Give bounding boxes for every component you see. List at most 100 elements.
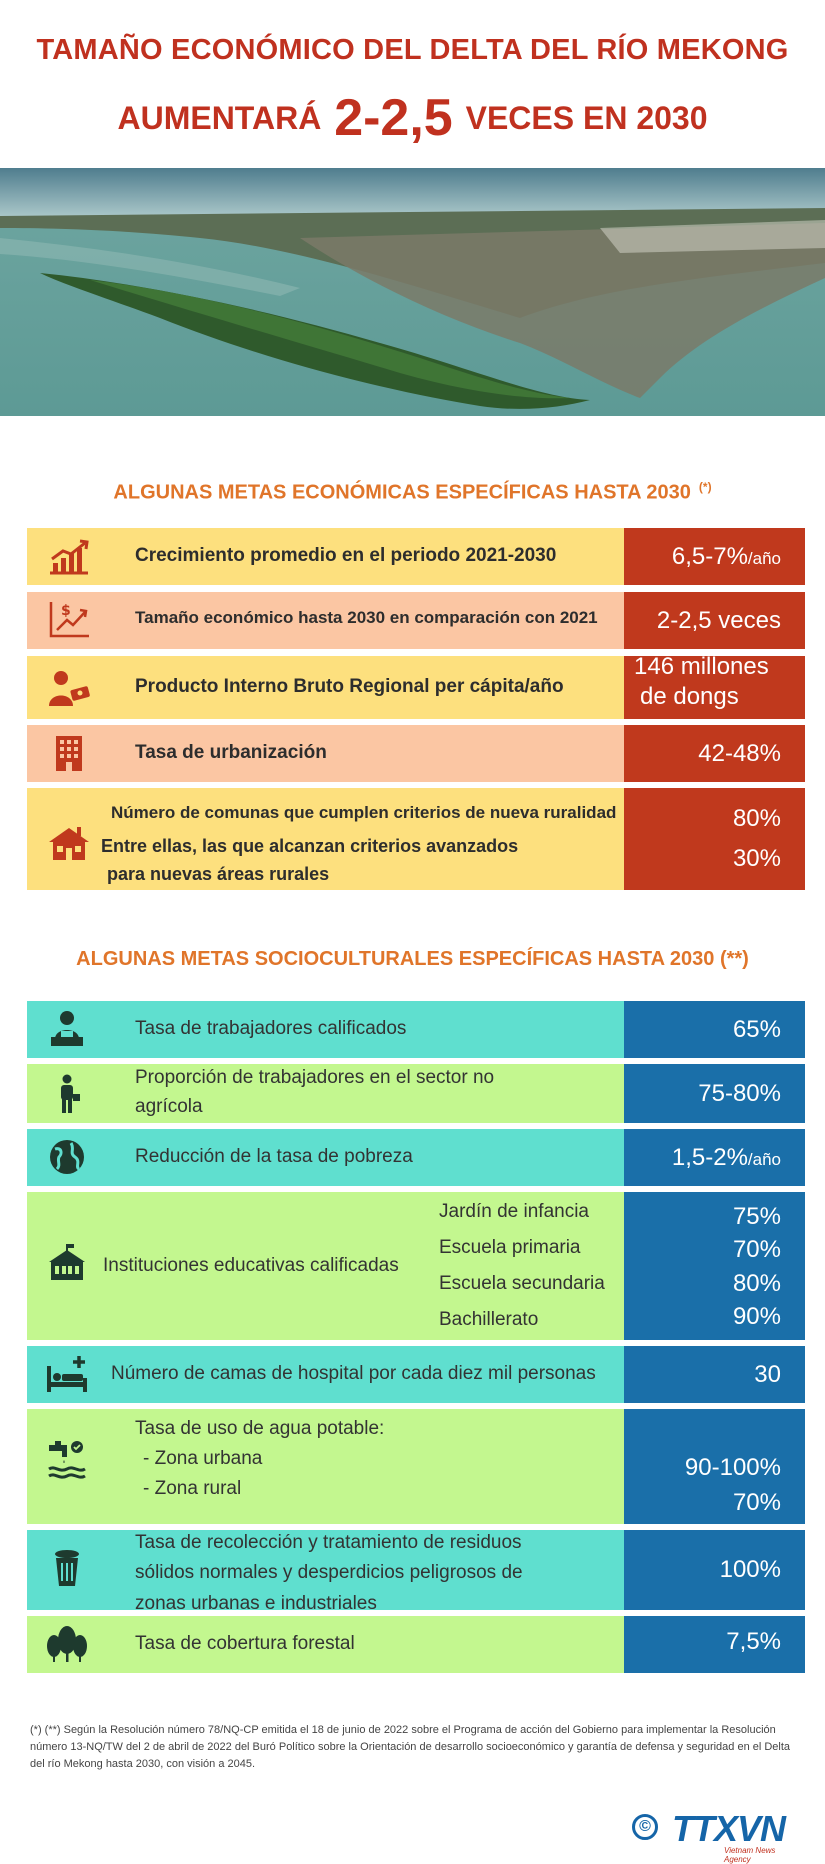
soc-value-hospital: 30 <box>754 1361 781 1388</box>
econ-row-size: $ Tamaño económico hasta 2030 en compara… <box>27 592 805 649</box>
soc-value-nonagri: 75-80% <box>698 1080 781 1107</box>
econ-label-urbanization: Tasa de urbanización <box>135 742 327 763</box>
soc-value-cell: 75% 70% 80% 90% <box>624 1192 805 1340</box>
econ-row-label-bg: Crecimiento promedio en el periodo 2021-… <box>27 528 624 585</box>
econ-label-rural: Número de comunas que cumplen criterios … <box>111 803 617 822</box>
svg-text:$: $ <box>61 603 71 619</box>
soc-label-water-urban: - Zona urbana <box>143 1448 263 1469</box>
econ-row-rural: Número de comunas que cumplen criterios … <box>27 788 805 890</box>
econ-label-gdp: Producto Interno Bruto Regional per cápi… <box>135 676 564 697</box>
soc-row-hospital: Número de camas de hospital por cada die… <box>27 1346 805 1403</box>
copyright-icon: © <box>632 1814 658 1840</box>
soc-label-forest: Tasa de cobertura forestal <box>135 1633 355 1654</box>
soc-label-waste: Tasa de recolección y tratamiento de res… <box>135 1532 523 1614</box>
social-section-title: ALGUNAS METAS SOCIOCULTURALES ESPECÍFICA… <box>76 948 749 970</box>
economic-section-title-text: ALGUNAS METAS ECONÓMICAS ESPECÍFICAS HAS… <box>113 481 691 504</box>
trash-bin-icon <box>45 1548 89 1588</box>
econ-label-advanced-rural: Entre ellas, las que alcanzan criterios … <box>101 836 519 884</box>
soc-value-cell: 1,5-2%/año <box>624 1129 805 1186</box>
money-chart-icon: $ <box>47 600 91 640</box>
soc-row-water: Tasa de uso de agua potable: - Zona urba… <box>27 1409 805 1524</box>
soc-value-cell: 30 <box>624 1346 805 1403</box>
hospital-bed-icon <box>45 1354 89 1394</box>
soc-row-label-bg: Número de camas de hospital por cada die… <box>27 1346 624 1403</box>
econ-value-size: 2-2,5 veces <box>656 607 781 634</box>
econ-value-cell: 42-48% <box>624 725 805 782</box>
econ-value-cell: 2-2,5 veces <box>624 592 805 649</box>
soc-row-label-bg: Instituciones educativas calificadas Jar… <box>27 1192 624 1340</box>
econ-row-label-bg: Tasa de urbanización <box>27 725 624 782</box>
soc-row-label-bg: Tasa de cobertura forestal <box>27 1616 624 1673</box>
soc-value-water-rural: 70% <box>732 1489 781 1516</box>
soc-row-label-bg: Proporción de trabajadores en el sector … <box>27 1064 624 1123</box>
econ-value-cell: 146 millones de dongs <box>624 653 805 719</box>
edu-item-kindergarten: Jardín de infancia <box>439 1201 589 1222</box>
edu-value-primary: 70% <box>732 1236 781 1263</box>
soc-row-poverty: Reducción de la tasa de pobreza 1,5-2%/a… <box>27 1129 805 1186</box>
soc-label-hospital: Número de camas de hospital por cada die… <box>111 1363 596 1384</box>
soc-row-label-bg: Reducción de la tasa de pobreza <box>27 1129 624 1186</box>
soc-value-water-urban: 90-100% <box>684 1454 781 1481</box>
title-suffix: VECES EN 2030 <box>465 100 708 136</box>
building-icon <box>47 733 91 773</box>
growth-chart-icon <box>47 537 91 577</box>
title-prefix: AUMENTARÁ <box>117 100 322 136</box>
econ-label-size: Tamaño económico hasta 2030 en comparaci… <box>135 608 598 627</box>
soc-value-cell: 75-80% <box>624 1064 805 1123</box>
edu-item-highschool: Bachillerato <box>439 1309 539 1330</box>
econ-value-rural: 80% <box>732 805 781 832</box>
soc-row-forest: Tasa de cobertura forestal 7,5% <box>27 1616 805 1673</box>
person-money-icon <box>47 668 91 708</box>
econ-value-growth: 6,5-7%/año <box>671 543 781 570</box>
econ-value-advanced-rural: 30% <box>732 845 781 872</box>
econ-row-urbanization: Tasa de urbanización 42-48% <box>27 725 805 782</box>
soc-row-waste: Tasa de recolección y tratamiento de res… <box>27 1530 805 1614</box>
econ-row-label-bg: Número de comunas que cumplen criterios … <box>27 788 624 890</box>
soc-value-cell: 100% <box>624 1530 805 1610</box>
econ-value-gdp: 146 millones de dongs <box>634 653 769 710</box>
soc-value-cell: 65% <box>624 1001 805 1058</box>
house-icon <box>47 822 91 862</box>
edu-value-highschool: 90% <box>732 1303 781 1330</box>
soc-row-label-bg: Tasa de trabajadores calificados <box>27 1001 624 1058</box>
soc-label-water: Tasa de uso de agua potable: <box>135 1418 385 1439</box>
school-icon <box>45 1244 89 1284</box>
soc-row-label-bg: Tasa de uso de agua potable: - Zona urba… <box>27 1409 624 1524</box>
logo-text: TTXVN <box>672 1808 786 1849</box>
soc-label-water-rural: - Zona rural <box>143 1478 242 1499</box>
soc-label-poverty: Reducción de la tasa de pobreza <box>135 1146 413 1167</box>
soc-value-waste: 100% <box>719 1556 781 1583</box>
soc-value-cell: 90-100% 70% <box>624 1409 805 1524</box>
title-highlight: 2-2,5 <box>334 89 453 147</box>
footnote: (*) (**) Según la Resolución número 78/N… <box>30 1724 791 1771</box>
econ-label-growth: Crecimiento promedio en el periodo 2021-… <box>135 545 557 566</box>
econ-row-label-bg: $ Tamaño económico hasta 2030 en compara… <box>27 592 624 649</box>
soc-row-skilled: Tasa de trabajadores calificados 65% <box>27 1001 805 1058</box>
econ-value-cell: 80% 30% <box>624 788 805 890</box>
soc-value-forest: 7,5% <box>726 1628 781 1655</box>
edu-item-primary: Escuela primaria <box>439 1237 581 1258</box>
main-title-line2: AUMENTARÁ 2-2,5 VECES EN 2030 <box>0 88 825 148</box>
economic-title-mark: (*) <box>698 480 712 494</box>
main-title-line1: TAMAÑO ECONÓMICO DEL DELTA DEL RÍO MEKON… <box>36 34 789 66</box>
econ-row-label-bg: Producto Interno Bruto Regional per cápi… <box>27 656 624 719</box>
worker-icon <box>45 1074 89 1114</box>
soc-label-skilled: Tasa de trabajadores calificados <box>135 1018 407 1039</box>
water-tap-icon <box>45 1439 89 1479</box>
soc-value-poverty: 1,5-2%/año <box>671 1144 781 1171</box>
globe-icon <box>45 1137 89 1177</box>
soc-value-cell: 7,5% <box>624 1616 805 1673</box>
ttxvn-logo: © TTXVN Vietnam News Agency <box>632 1808 804 1864</box>
econ-value-cell: 6,5-7%/año <box>624 528 805 585</box>
soc-row-education: Instituciones educativas calificadas Jar… <box>27 1192 805 1340</box>
econ-row-gdp: Producto Interno Bruto Regional per cápi… <box>27 653 805 719</box>
econ-value-urbanization: 42-48% <box>698 740 781 767</box>
edu-value-kindergarten: 75% <box>732 1203 781 1230</box>
soc-label-nonagri: Proporción de trabajadores en el sector … <box>135 1067 495 1117</box>
edu-value-secondary: 80% <box>732 1270 781 1297</box>
soc-value-skilled: 65% <box>732 1016 781 1043</box>
mekong-delta-aerial-photo <box>0 168 825 416</box>
soc-label-education: Instituciones educativas calificadas <box>103 1255 399 1276</box>
worker-desk-icon <box>45 1009 89 1049</box>
edu-item-secondary: Escuela secundaria <box>439 1273 605 1294</box>
